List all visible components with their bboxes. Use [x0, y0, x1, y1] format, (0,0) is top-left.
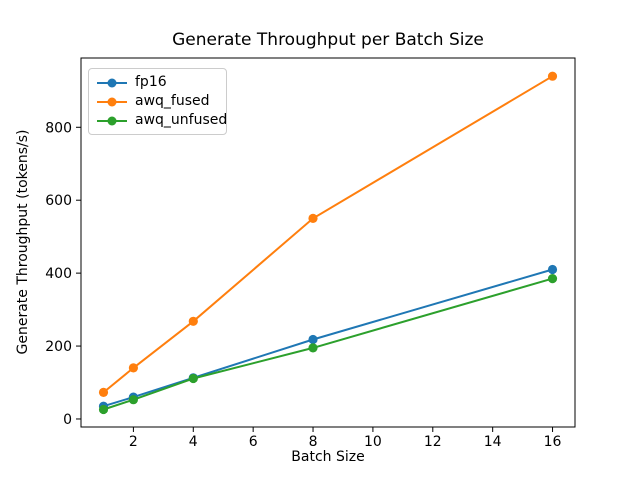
series-point-fp16 [308, 334, 318, 345]
fp16-line-marker-icon [97, 81, 127, 84]
legend-label-fp16: fp16 [135, 74, 167, 90]
series-point-awq_fused [188, 316, 198, 326]
series-point-awq_fused [98, 387, 109, 397]
awq-fused-line-marker-icon [97, 100, 127, 103]
series-point-awq_fused [128, 363, 138, 373]
x-tick-label: 2 [129, 434, 138, 450]
x-tick-label: 8 [309, 434, 318, 450]
x-tick-label: 10 [364, 434, 382, 450]
legend-label-awq-unfused: awq_unfused [135, 112, 228, 128]
x-tick-label: 4 [189, 434, 198, 450]
series-point-awq_fused [547, 71, 558, 81]
series-point-awq_unfused [128, 395, 138, 405]
y-tick-label: 400 [45, 266, 72, 282]
legend: fp16 awq_fused awq_unfused [88, 68, 227, 135]
series-point-awq_unfused [188, 373, 198, 384]
y-tick-label: 800 [45, 120, 72, 136]
plot-border [80, 57, 576, 428]
x-tick-label: 6 [249, 434, 258, 450]
y-axis-label: Generate Throughput (tokens/s) [15, 129, 31, 355]
series-point-awq_fused [308, 213, 318, 223]
series-point-awq_unfused [98, 404, 109, 415]
y-tick-label: 600 [45, 193, 72, 209]
series-point-awq_unfused [308, 343, 318, 353]
awq-unfused-line-marker-icon [97, 119, 127, 122]
series-line-awq_unfused [103, 277, 553, 411]
y-tick-label: 0 [63, 412, 72, 428]
x-tick-label: 12 [424, 434, 442, 450]
x-axis-label: Batch Size [291, 449, 365, 465]
legend-label-awq-fused: awq_fused [135, 93, 210, 109]
series-point-awq_unfused [547, 274, 558, 284]
legend-entry-awq-fused: awq_fused [89, 92, 226, 111]
legend-entry-fp16: fp16 [89, 73, 226, 92]
x-tick-label: 16 [544, 434, 562, 450]
y-tick-label: 200 [45, 339, 72, 355]
legend-entry-awq-unfused: awq_unfused [89, 111, 228, 130]
series-point-fp16 [547, 264, 558, 275]
x-tick-label: 14 [484, 434, 502, 450]
chart-title: Generate Throughput per Batch Size [172, 30, 484, 50]
